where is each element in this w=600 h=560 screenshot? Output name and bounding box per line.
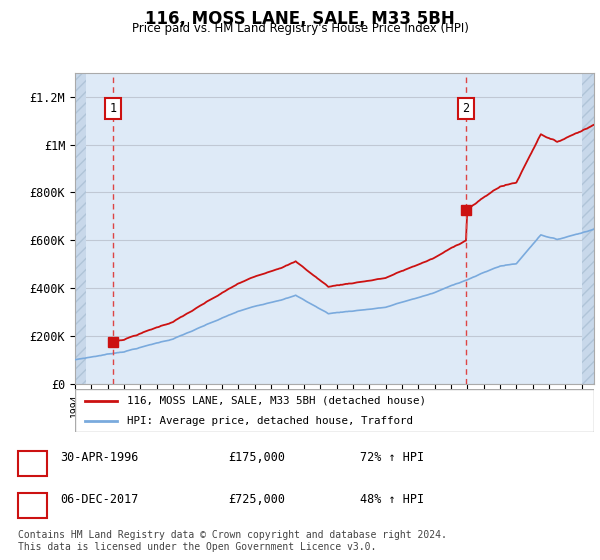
Text: 116, MOSS LANE, SALE, M33 5BH: 116, MOSS LANE, SALE, M33 5BH [145,10,455,28]
Text: Contains HM Land Registry data © Crown copyright and database right 2024.
This d: Contains HM Land Registry data © Crown c… [18,530,447,552]
Bar [582,73,594,384]
Text: 116, MOSS LANE, SALE, M33 5BH (detached house): 116, MOSS LANE, SALE, M33 5BH (detached … [127,396,426,406]
Text: 06-DEC-2017: 06-DEC-2017 [60,493,139,506]
Text: 72% ↑ HPI: 72% ↑ HPI [360,451,424,464]
Text: £175,000: £175,000 [228,451,285,464]
Bar [75,73,86,384]
Text: 2: 2 [29,493,36,506]
FancyBboxPatch shape [75,389,594,432]
Text: 48% ↑ HPI: 48% ↑ HPI [360,493,424,506]
Text: 1: 1 [110,102,116,115]
Bar [582,73,594,384]
Text: Price paid vs. HM Land Registry's House Price Index (HPI): Price paid vs. HM Land Registry's House … [131,22,469,35]
Text: 1: 1 [29,451,36,464]
Bar [75,73,86,384]
Text: HPI: Average price, detached house, Trafford: HPI: Average price, detached house, Traf… [127,416,413,426]
Text: £725,000: £725,000 [228,493,285,506]
Text: 2: 2 [463,102,470,115]
Text: 30-APR-1996: 30-APR-1996 [60,451,139,464]
